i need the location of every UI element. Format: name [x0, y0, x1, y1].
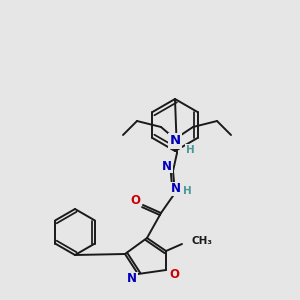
Text: N: N [127, 272, 137, 286]
Text: O: O [130, 194, 140, 208]
Text: H: H [183, 186, 191, 196]
Text: H: H [186, 145, 194, 155]
Text: O: O [169, 268, 179, 281]
Text: N: N [169, 134, 181, 148]
Text: N: N [162, 160, 172, 172]
Text: CH₃: CH₃ [192, 236, 213, 246]
Text: N: N [171, 182, 181, 196]
